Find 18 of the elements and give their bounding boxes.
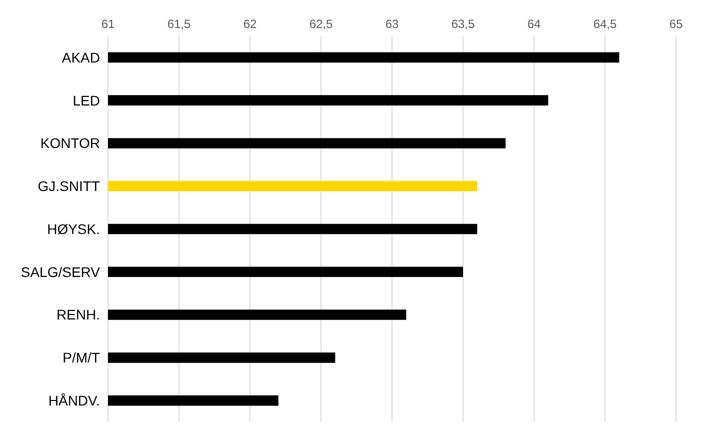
x-tick-label: 62,5 — [309, 17, 333, 31]
y-tick-label: GJ.SNITT — [38, 178, 100, 194]
y-tick-label: RENH. — [56, 306, 100, 323]
x-tick-label: 65 — [669, 17, 683, 31]
x-tick-label: 62 — [243, 17, 257, 31]
y-tick-label: HØYSK. — [47, 220, 100, 237]
x-tick-label: 63 — [385, 17, 399, 31]
y-tick-label: KONTOR — [40, 135, 100, 152]
y-tick-label: HÅNDV. — [48, 392, 100, 409]
x-tick-label: 64 — [527, 17, 541, 31]
x-tick-label: 61 — [101, 17, 115, 31]
y-tick-label: LED — [72, 92, 100, 108]
y-tick-label: SALG/SERV — [20, 264, 101, 280]
x-tick-label: 61,5 — [167, 17, 191, 31]
x-tick-label: 63,5 — [451, 17, 475, 31]
y-tick-label: AKAD — [62, 49, 100, 66]
x-tick-label: 64,5 — [593, 17, 617, 31]
y-tick-label: P/M/T — [62, 350, 100, 366]
